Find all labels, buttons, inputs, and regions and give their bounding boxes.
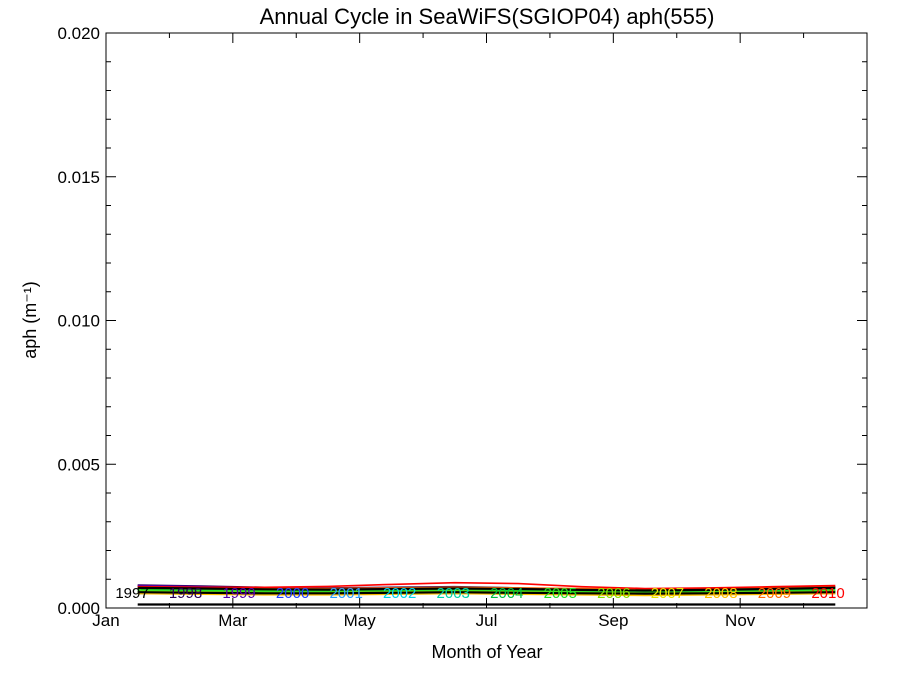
series-line-black [137,591,836,595]
chart-title: Annual Cycle in SeaWiFS(SGIOP04) aph(555… [260,4,715,29]
x-tick-label: Nov [725,611,756,630]
x-tick-label: Jul [476,611,498,630]
y-axis-label: aph (m⁻¹) [20,281,40,359]
x-axis-label: Month of Year [431,642,542,662]
plot-area [105,32,868,609]
year-label-2007: 2007 [651,585,684,602]
year-label-2000: 2000 [276,585,309,602]
x-tick-label: Jan [92,611,119,630]
y-tick-label: 0.000 [57,599,100,618]
year-label-2005: 2005 [544,585,577,602]
year-label-2002: 2002 [383,585,416,602]
year-label-1998: 1998 [169,585,202,602]
year-label-1997: 1997 [115,585,148,602]
year-label-1999: 1999 [222,585,255,602]
axis-ticks: 0.000 0.005 0.010 0.015 0.020 Jan Mar May Jul Sep… [57,24,868,630]
y-tick-label: 0.005 [57,455,100,474]
series-line-2008 [137,592,836,597]
year-labels: 1997 1998 1999 2000 2001 2002 2003 2004 2005 2006… [115,585,844,602]
year-label-2004: 2004 [490,585,523,602]
y-tick-label: 0.020 [57,24,100,43]
series-lines [137,581,836,606]
year-label-2006: 2006 [597,585,630,602]
plot-frame [105,32,868,609]
year-label-2010: 2010 [811,585,844,602]
series-line-black [137,586,836,592]
y-tick-label: 0.015 [57,168,100,187]
y-tick-label: 0.010 [57,312,100,331]
x-tick-label: Sep [598,611,628,630]
year-label-2009: 2009 [758,585,791,602]
year-label-2008: 2008 [704,585,737,602]
series-line-2010 [137,581,836,590]
x-tick-label: Mar [218,611,248,630]
x-tick-label: May [344,611,377,630]
year-label-2003: 2003 [437,585,470,602]
year-label-2001: 2001 [329,585,362,602]
